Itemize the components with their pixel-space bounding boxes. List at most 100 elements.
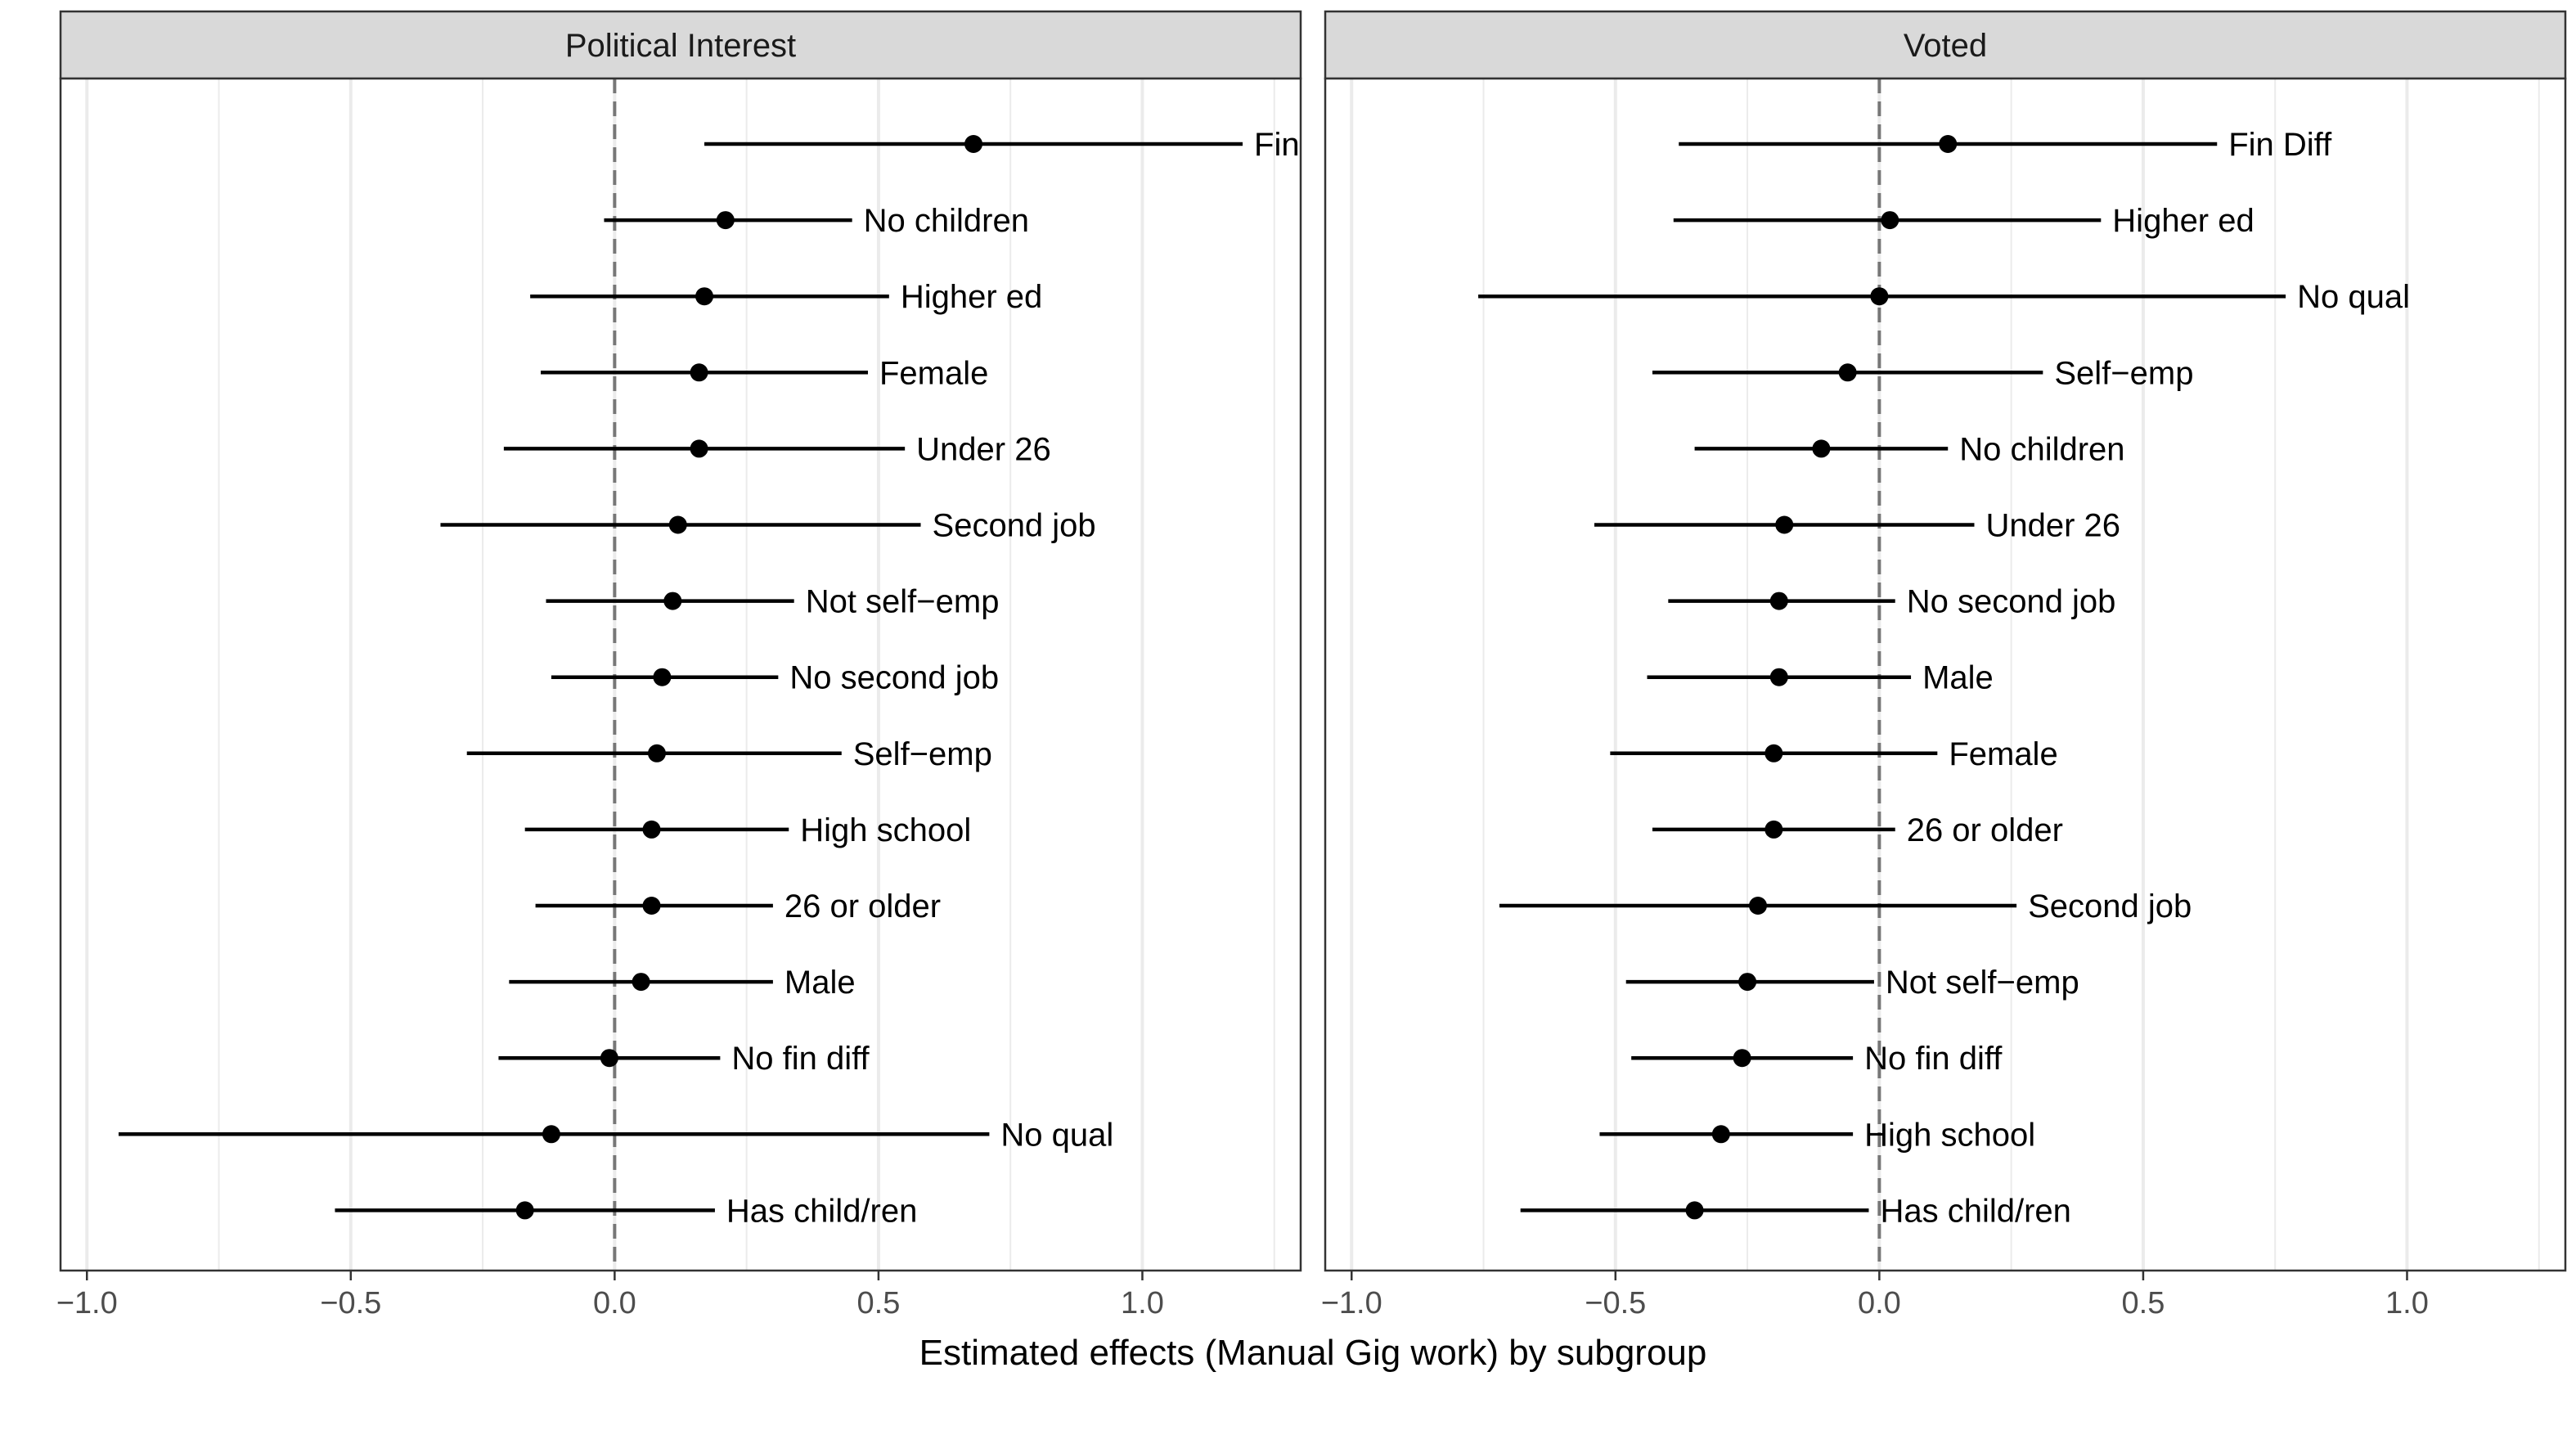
estimate-marks: Fin Diff Higher ed No qual Self−emp No child…: [1478, 127, 2410, 1229]
subgroup-label: 26 or older: [784, 888, 941, 924]
panel-strip: [1324, 10, 2567, 80]
estimate-row: Fin: [704, 127, 1300, 163]
estimate-row: No qual: [1478, 279, 2410, 315]
estimate-row: Under 26: [1594, 508, 2120, 544]
point-estimate: [1812, 439, 1831, 458]
point-estimate: [1881, 211, 1899, 230]
x-tick-label: 0.0: [593, 1286, 636, 1320]
estimate-row: High school: [524, 812, 971, 848]
estimate-row: Under 26: [503, 431, 1051, 467]
estimate-row: Second job: [1499, 888, 2192, 924]
estimate-row: Self−emp: [466, 736, 992, 772]
point-estimate: [964, 135, 983, 153]
panel-political-interest: Political Interest Fin No children Higher …: [56, 10, 1302, 1320]
panel-voted: Voted Fin Diff Higher ed No qual Self−emp No…: [1321, 10, 2567, 1320]
subgroup-label: Under 26: [1985, 508, 2120, 544]
point-estimate: [1738, 973, 1757, 992]
subgroup-label: No qual: [2297, 279, 2410, 315]
point-estimate: [653, 668, 672, 686]
point-estimate: [1775, 515, 1794, 534]
subgroup-label: Self−emp: [853, 736, 992, 772]
estimate-row: No second job: [1668, 584, 2115, 620]
x-tick-label: −0.5: [1585, 1286, 1646, 1320]
point-estimate: [695, 287, 714, 306]
estimate-row: Self−emp: [1652, 355, 2193, 391]
subgroup-label: Female: [1949, 736, 2057, 772]
estimate-row: 26 or older: [535, 888, 941, 924]
estimate-row: Not self−emp: [1625, 965, 2079, 1001]
point-estimate: [1838, 363, 1857, 382]
x-tick-label: 0.0: [1858, 1286, 1901, 1320]
panel-border: [59, 77, 1302, 1272]
estimate-row: No fin diff: [1631, 1041, 2003, 1077]
point-estimate: [690, 439, 708, 458]
subgroup-label: Second job: [2028, 888, 2192, 924]
panel-border: [1324, 77, 2567, 1272]
x-tick-label: 0.5: [2122, 1286, 2165, 1320]
estimate-row: Male: [509, 965, 856, 1001]
point-estimate: [716, 211, 735, 230]
point-estimate: [515, 1201, 534, 1220]
subgroup-label: Has child/ren: [1880, 1193, 2070, 1229]
subgroup-label: Higher ed: [901, 279, 1042, 315]
subgroup-label: No children: [1959, 431, 2124, 467]
point-estimate: [1685, 1201, 1704, 1220]
point-estimate: [542, 1125, 560, 1144]
panel-strip: [59, 10, 1302, 80]
x-tick-label: 0.5: [857, 1286, 901, 1320]
subgroup-label: Fin: [1254, 127, 1300, 163]
point-estimate: [1711, 1125, 1730, 1144]
plot-area: [1325, 79, 2565, 1271]
x-axis: −1.0 −0.5 0.0 0.5 1.0: [1321, 1271, 2429, 1320]
point-estimate: [663, 592, 682, 610]
point-estimate: [1765, 820, 1783, 839]
point-estimate: [647, 744, 666, 762]
estimate-row: Female: [1610, 736, 2058, 772]
plot-area: [61, 79, 1301, 1271]
subgroup-label: 26 or older: [1907, 812, 2063, 848]
subgroup-label: High school: [800, 812, 971, 848]
point-estimate: [1769, 668, 1788, 686]
point-estimate: [632, 973, 650, 992]
estimate-row: No children: [1694, 431, 2125, 467]
point-estimate: [1939, 135, 1958, 153]
estimate-row: No fin diff: [498, 1041, 870, 1077]
subgroup-label: Higher ed: [2112, 203, 2254, 239]
estimate-row: No qual: [118, 1117, 1113, 1153]
estimate-row: Has child/ren: [335, 1193, 917, 1229]
estimate-row: No children: [604, 203, 1029, 239]
point-estimate: [690, 363, 708, 382]
subgroup-label: Female: [879, 355, 988, 391]
estimate-marks: Fin No children Higher ed Female Under 26 Sec…: [118, 127, 1300, 1229]
estimate-row: 26 or older: [1652, 812, 2063, 848]
estimate-row: Higher ed: [1673, 203, 2255, 239]
point-estimate: [1765, 744, 1783, 762]
estimate-row: No second job: [551, 660, 999, 696]
x-axis: −1.0 −0.5 0.0 0.5 1.0: [56, 1271, 1164, 1320]
point-estimate: [668, 515, 687, 534]
estimate-row: High school: [1599, 1117, 2035, 1153]
subgroup-label: Not self−emp: [806, 584, 1000, 620]
point-estimate: [1870, 287, 1889, 306]
subgroup-label: Has child/ren: [726, 1193, 917, 1229]
x-tick-label: −1.0: [1321, 1286, 1382, 1320]
subgroup-label: Under 26: [916, 431, 1051, 467]
subgroup-label: Male: [1922, 660, 1994, 696]
estimate-row: Higher ed: [530, 279, 1042, 315]
estimate-row: Fin Diff: [1679, 127, 2332, 163]
subgroup-label: No second job: [1907, 584, 2116, 620]
panel-title: Political Interest: [565, 28, 796, 64]
subgroup-label: No qual: [1000, 1117, 1113, 1153]
point-estimate: [642, 897, 661, 915]
subgroup-label: No fin diff: [1864, 1041, 2003, 1077]
subgroup-label: Self−emp: [2054, 355, 2193, 391]
subgroup-label: High school: [1864, 1117, 2035, 1153]
subgroup-label: No fin diff: [731, 1041, 870, 1077]
point-estimate: [1748, 897, 1767, 915]
x-axis-title: Estimated effects (Manual Gig work) by s…: [919, 1333, 1707, 1373]
point-estimate: [642, 820, 661, 839]
panel-title: Voted: [1904, 28, 1987, 64]
grid-lines: [85, 79, 1275, 1271]
